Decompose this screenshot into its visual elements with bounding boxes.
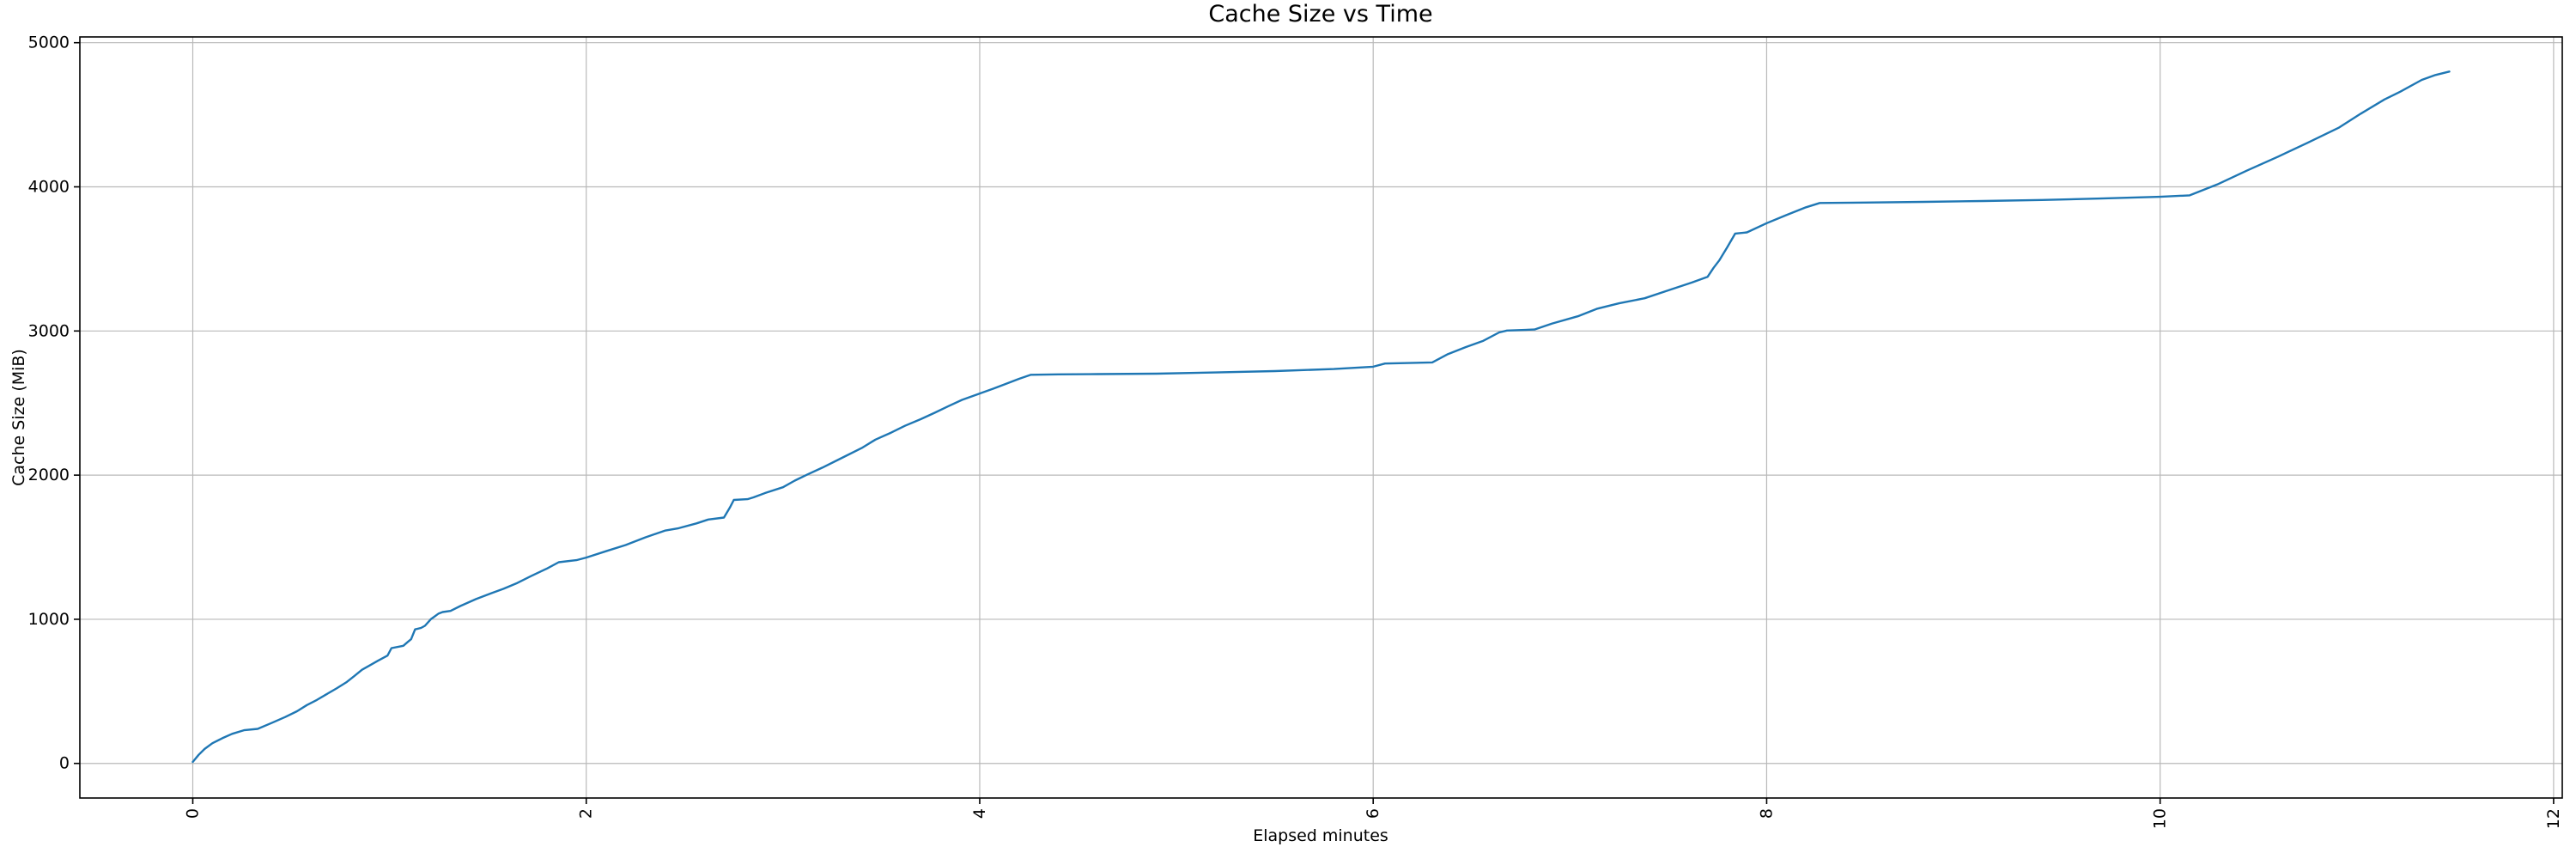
- y-tick-label: 2000: [28, 466, 70, 484]
- y-axis-label: Cache Size (MiB): [9, 349, 28, 486]
- x-tick-label: 6: [1364, 808, 1382, 819]
- y-tick-label: 4000: [28, 178, 70, 197]
- x-axis-label: Elapsed minutes: [1253, 826, 1388, 845]
- y-tick-label: 3000: [28, 321, 70, 340]
- y-tick-label: 1000: [28, 610, 70, 629]
- cache-size-line: [191, 70, 2451, 764]
- y-tick-label: 5000: [28, 34, 70, 52]
- x-tick-label: 10: [2151, 808, 2170, 829]
- x-tick-label: 8: [1757, 808, 1776, 819]
- x-tick-label: 12: [2544, 808, 2563, 829]
- chart-title: Cache Size vs Time: [1208, 1, 1433, 27]
- ticks: [74, 41, 2555, 804]
- x-tick-label: 2: [577, 808, 596, 819]
- y-tick-label: 0: [59, 754, 70, 773]
- tick-labels: 0 2 4 6 8 10 12 0 1000 2000 3000 4000 5000: [28, 34, 2563, 829]
- gridlines: [80, 37, 2562, 798]
- plot-border: [79, 36, 2563, 799]
- x-tick-label: 0: [184, 808, 203, 819]
- x-tick-label: 4: [970, 808, 989, 819]
